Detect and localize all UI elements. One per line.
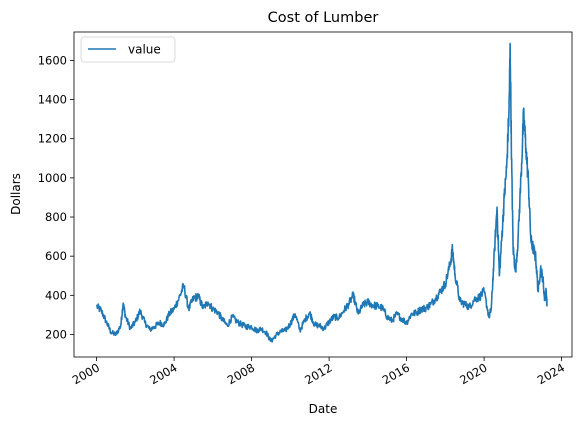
x-axis-label: Date [309,402,338,416]
y-tick-label: 1400 [38,93,67,107]
y-tick-label: 200 [45,327,67,341]
plot-frame [73,31,573,358]
legend-box [80,36,176,63]
y-tick-label: 1000 [38,171,67,185]
chart-title: Cost of Lumber [268,10,379,26]
x-tick-label: 2020 [457,360,489,387]
x-tick-label: 2000 [70,360,102,387]
x-tick-label: 2012 [302,360,334,387]
x-axis: 2000 2004 2008 2012 2016 2020 2024 [70,357,567,387]
x-tick-label: 2004 [147,360,179,387]
series-line-value [95,42,548,343]
x-tick-label: 2016 [380,360,412,387]
y-tick-label: 800 [45,210,67,224]
y-tick-label: 400 [45,288,67,302]
x-tick-label: 2008 [225,360,257,387]
y-axis: 200 400 600 800 1000 1200 1400 1600 [38,53,74,341]
y-tick-label: 1200 [38,132,67,146]
legend-label-value: value [128,43,161,57]
x-tick-label: 2024 [535,360,567,387]
legend: value [80,36,176,63]
y-axis-label: Dollars [9,173,23,215]
y-tick-label: 1600 [38,53,67,67]
y-tick-label: 600 [45,249,67,263]
